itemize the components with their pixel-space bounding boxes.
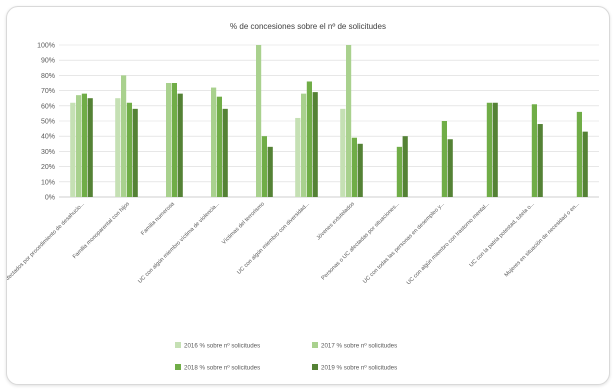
bar bbox=[115, 98, 121, 197]
bar bbox=[357, 143, 363, 197]
bar bbox=[177, 93, 183, 197]
legend-swatch bbox=[175, 342, 181, 348]
bar bbox=[312, 92, 318, 197]
bar bbox=[351, 137, 357, 197]
bar bbox=[441, 121, 447, 197]
bar bbox=[267, 146, 273, 197]
bar bbox=[295, 117, 301, 197]
bar bbox=[171, 83, 177, 197]
bar bbox=[126, 102, 132, 197]
bar bbox=[537, 124, 543, 197]
bar bbox=[582, 131, 588, 197]
bar bbox=[261, 136, 267, 197]
bar bbox=[447, 139, 453, 197]
x-tick-label: Personas o UC afectadas por situaciones.… bbox=[321, 201, 402, 282]
y-tick-label: 50% bbox=[41, 119, 55, 126]
x-tick-label: UC con todas las personas en desempleo y… bbox=[362, 201, 446, 285]
y-tick-label: 70% bbox=[41, 88, 55, 95]
bar bbox=[402, 136, 408, 197]
bar bbox=[396, 146, 402, 197]
bar bbox=[81, 93, 87, 197]
x-tick-label: UC con algún miembro con trastorno menta… bbox=[406, 201, 491, 286]
y-tick-label: 10% bbox=[41, 179, 55, 186]
x-tick-label: Jóvenes extutelados bbox=[316, 201, 356, 241]
x-tick-label: UC con algún miembro víctima de violenci… bbox=[137, 201, 221, 285]
bar bbox=[301, 93, 307, 197]
bars bbox=[70, 45, 588, 197]
bar bbox=[531, 104, 537, 197]
y-axis-ticks: 0% 10% 20% 30% 40% 50% 60% 70% 80% 90% 100% bbox=[37, 43, 55, 202]
x-tick-label: Víctimas del terrorismo bbox=[221, 201, 266, 246]
gridlines bbox=[59, 44, 599, 198]
bar bbox=[132, 108, 138, 197]
y-tick-label: 60% bbox=[41, 103, 55, 110]
bar bbox=[576, 111, 582, 197]
bar bbox=[492, 102, 498, 197]
chart-title: % de concesiones sobre el nº de solicitu… bbox=[230, 22, 386, 31]
y-tick-label: 0% bbox=[45, 195, 55, 202]
bar bbox=[216, 96, 222, 197]
legend-swatch bbox=[312, 342, 318, 348]
bar bbox=[121, 75, 127, 197]
x-tick-label: Familia numerosa bbox=[140, 201, 176, 237]
y-tick-label: 40% bbox=[41, 134, 55, 141]
legend-label: 2018 % sobre nº solicitudes bbox=[184, 365, 260, 372]
y-tick-label: 20% bbox=[41, 164, 55, 171]
bar bbox=[222, 108, 228, 197]
bar bbox=[70, 102, 76, 197]
chart-card: % de concesiones sobre el nº de solicitu… bbox=[6, 6, 610, 385]
bar bbox=[340, 108, 346, 197]
bar bbox=[306, 81, 312, 197]
legend-label: 2019 % sobre nº solicitudes bbox=[321, 365, 397, 372]
y-tick-label: 100% bbox=[37, 43, 55, 50]
bar bbox=[211, 87, 217, 197]
bar bbox=[166, 83, 172, 197]
y-tick-label: 90% bbox=[41, 58, 55, 65]
legend-label: 2016 % sobre nº solicitudes bbox=[184, 343, 260, 350]
legend-swatch bbox=[175, 364, 181, 370]
bar bbox=[87, 98, 93, 197]
legend-label: 2017 % sobre nº solicitudes bbox=[321, 343, 397, 350]
bar bbox=[346, 45, 352, 197]
bar-chart: % de concesiones sobre el nº de solicitu… bbox=[7, 22, 599, 372]
x-axis-ticks: Afectados por procedimiento de desahucio… bbox=[7, 201, 581, 287]
x-tick-label: UC con algún miembro con diversidad... bbox=[236, 201, 311, 276]
legend: 2016 % sobre nº solicitudes 2017 % sobre … bbox=[175, 342, 397, 372]
bar bbox=[76, 95, 82, 197]
legend-swatch bbox=[312, 364, 318, 370]
y-tick-label: 30% bbox=[41, 149, 55, 156]
bar bbox=[256, 45, 262, 197]
bar bbox=[486, 102, 492, 197]
y-tick-label: 80% bbox=[41, 73, 55, 80]
x-tick-label: Afectados por procedimiento de desahucio… bbox=[7, 201, 86, 284]
x-tick-label: Mujeres en situación de necesidad o en..… bbox=[504, 201, 582, 279]
